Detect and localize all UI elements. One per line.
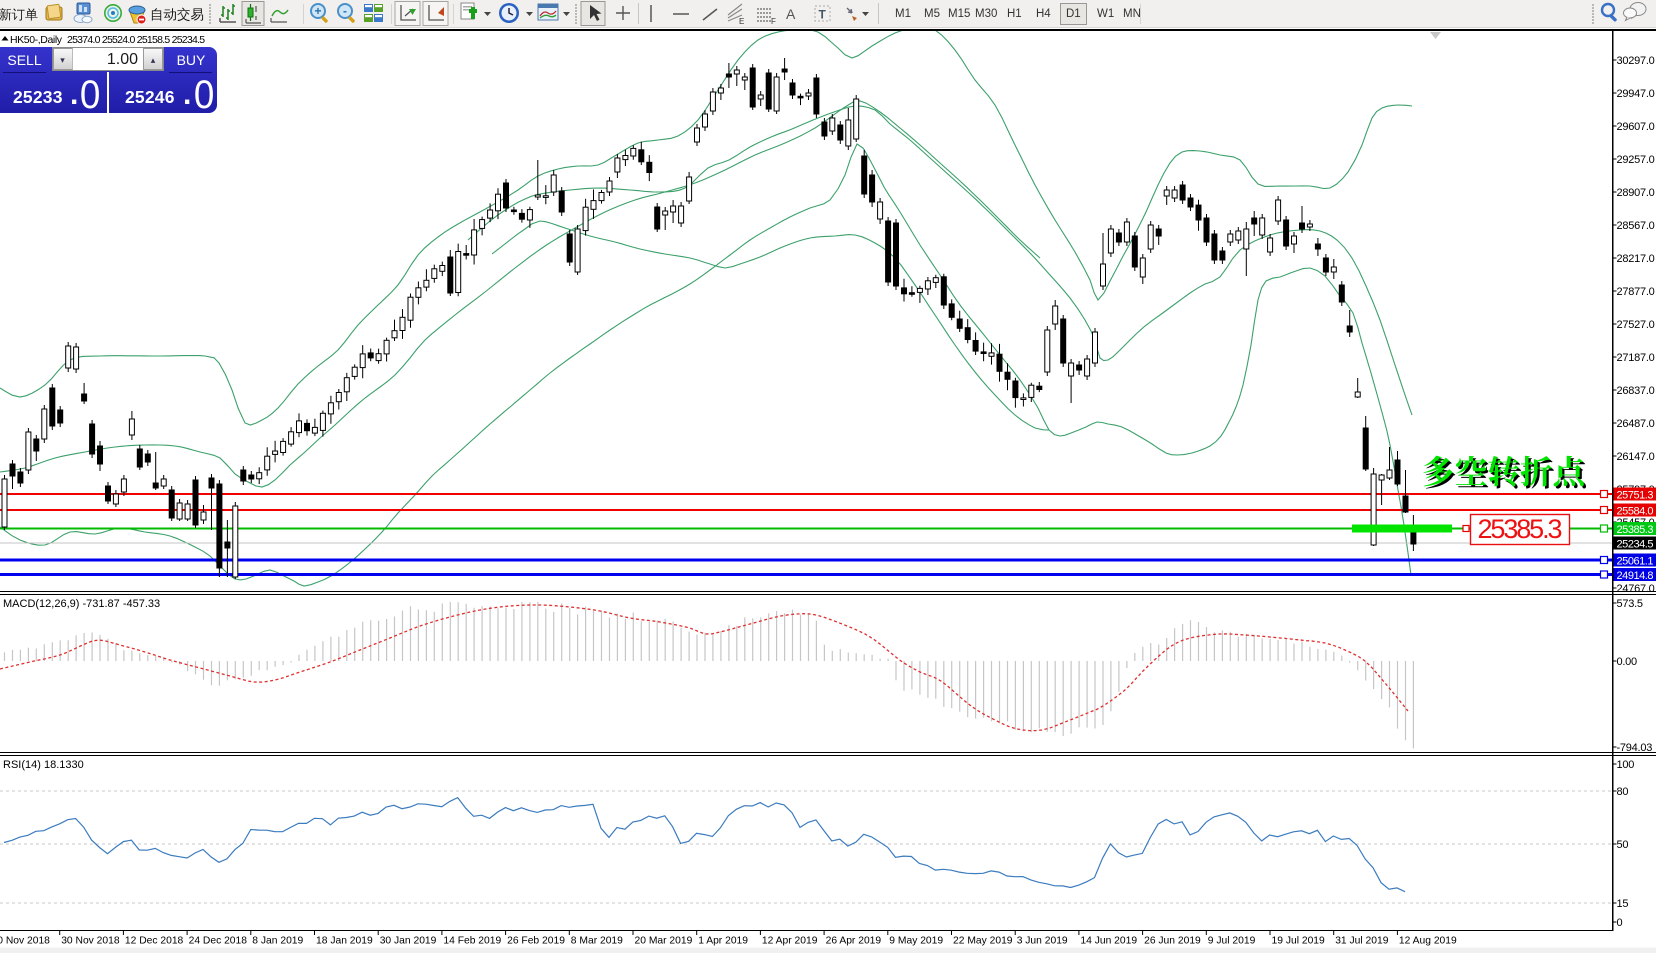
svg-text:80: 80 (1617, 786, 1629, 798)
svg-text:18 Jan 2019: 18 Jan 2019 (316, 936, 373, 947)
svg-text:E: E (739, 17, 744, 26)
svg-text:100: 100 (1617, 759, 1635, 771)
svg-text:25385.3: 25385.3 (1617, 524, 1654, 536)
svg-text:25061.1: 25061.1 (1617, 556, 1654, 568)
svg-text:1 Apr 2019: 1 Apr 2019 (698, 936, 748, 947)
svg-text:MACD(12,26,9) -731.87 -457.33: MACD(12,26,9) -731.87 -457.33 (3, 598, 160, 610)
svg-text:12 Apr 2019: 12 Apr 2019 (762, 936, 818, 947)
svg-text:24767.0: 24767.0 (1617, 583, 1655, 595)
svg-text:9 May 2019: 9 May 2019 (889, 936, 943, 947)
svg-text:30 Jan 2019: 30 Jan 2019 (380, 936, 437, 947)
svg-text:19 Jul 2019: 19 Jul 2019 (1272, 936, 1326, 947)
svg-text:26 Feb 2019: 26 Feb 2019 (507, 936, 565, 947)
svg-text:8 Jan 2019: 8 Jan 2019 (252, 936, 303, 947)
svg-text:29947.0: 29947.0 (1617, 88, 1655, 100)
svg-text:15: 15 (1617, 898, 1629, 910)
svg-text:28217.0: 28217.0 (1617, 253, 1655, 265)
svg-text:30 Nov 2018: 30 Nov 2018 (61, 936, 120, 947)
svg-text:27877.0: 27877.0 (1617, 286, 1655, 298)
svg-text:20 Nov 2018: 20 Nov 2018 (0, 936, 50, 947)
svg-text:T: T (819, 8, 827, 22)
svg-text:F: F (771, 17, 776, 26)
svg-text:25234.5: 25234.5 (1617, 539, 1654, 551)
svg-text:24 Dec 2018: 24 Dec 2018 (189, 936, 248, 947)
svg-text:25584.0: 25584.0 (1617, 506, 1654, 518)
svg-text:26147.0: 26147.0 (1617, 451, 1655, 463)
svg-text:-: - (343, 4, 347, 18)
svg-text:26487.0: 26487.0 (1617, 418, 1655, 430)
svg-text:3 Jun 2019: 3 Jun 2019 (1017, 936, 1068, 947)
svg-text:25751.3: 25751.3 (1617, 490, 1654, 502)
svg-text:25385.3: 25385.3 (1478, 514, 1563, 544)
svg-text:26 Apr 2019: 26 Apr 2019 (826, 936, 882, 947)
svg-text:31 Jul 2019: 31 Jul 2019 (1335, 936, 1389, 947)
svg-text:25374.0 25524.0 25158.5 25234.: 25374.0 25524.0 25158.5 25234.5 (67, 34, 205, 46)
svg-text:RSI(14) 18.1330: RSI(14) 18.1330 (3, 759, 84, 771)
svg-text:22 May 2019: 22 May 2019 (953, 936, 1013, 947)
svg-text:-794.03: -794.03 (1617, 742, 1653, 754)
svg-text:573.5: 573.5 (1617, 598, 1643, 610)
svg-text:26 Jun 2019: 26 Jun 2019 (1144, 936, 1201, 947)
svg-text:28907.0: 28907.0 (1617, 187, 1655, 199)
svg-text:27527.0: 27527.0 (1617, 319, 1655, 331)
svg-text:14 Feb 2019: 14 Feb 2019 (443, 936, 501, 947)
svg-text:29257.0: 29257.0 (1617, 154, 1655, 166)
svg-text:24914.8: 24914.8 (1617, 570, 1654, 582)
svg-text:A: A (786, 6, 796, 22)
svg-text:28567.0: 28567.0 (1617, 220, 1655, 232)
svg-text:12 Aug 2019: 12 Aug 2019 (1399, 936, 1457, 947)
svg-text:HK50-,Daily: HK50-,Daily (10, 34, 63, 46)
svg-text:50: 50 (1617, 839, 1629, 851)
svg-text:30297.0: 30297.0 (1617, 55, 1655, 67)
svg-text:8 Mar 2019: 8 Mar 2019 (571, 936, 623, 947)
svg-text:9 Jul 2019: 9 Jul 2019 (1208, 936, 1256, 947)
svg-text:29607.0: 29607.0 (1617, 121, 1655, 133)
svg-text:14 Jun 2019: 14 Jun 2019 (1080, 936, 1137, 947)
svg-text:26837.0: 26837.0 (1617, 385, 1655, 397)
svg-text:+: + (314, 4, 321, 18)
svg-text:0: 0 (1617, 917, 1623, 929)
svg-text:27187.0: 27187.0 (1617, 352, 1655, 364)
svg-text:20 Mar 2019: 20 Mar 2019 (635, 936, 693, 947)
svg-text:12 Dec 2018: 12 Dec 2018 (125, 936, 184, 947)
svg-text:0.00: 0.00 (1617, 656, 1638, 668)
